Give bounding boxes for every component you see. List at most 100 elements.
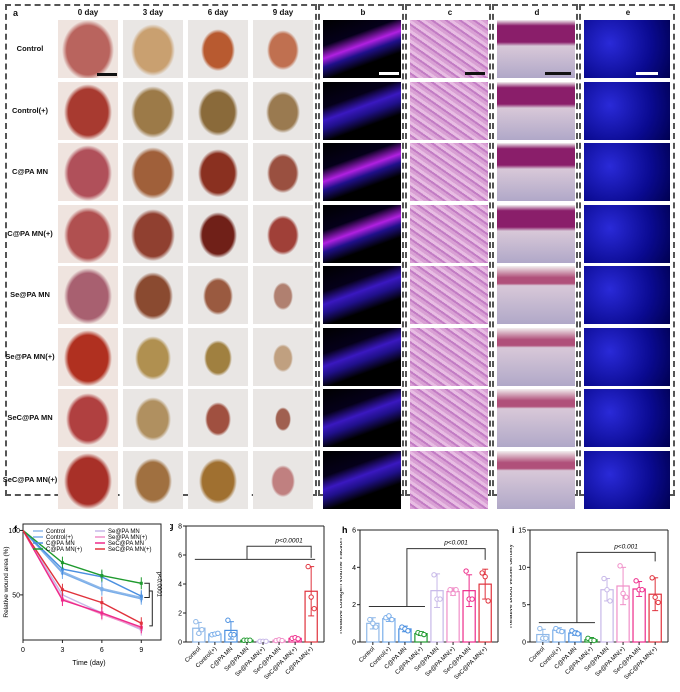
cd31-fluorescence-image xyxy=(584,266,670,324)
bar xyxy=(446,590,460,643)
data-point xyxy=(607,598,613,604)
data-point xyxy=(450,590,456,597)
data-point xyxy=(139,621,143,625)
data-point xyxy=(453,587,459,593)
y-tick-label: 0 xyxy=(178,640,182,647)
he-stain-image xyxy=(410,450,488,509)
y-axis-label: Relative wound area (%) xyxy=(3,546,10,617)
wound-photo xyxy=(58,81,118,140)
legend-entry: Control(+) xyxy=(46,535,73,541)
he-stain-image xyxy=(410,81,488,140)
data-point xyxy=(386,613,392,619)
wound-photo xyxy=(188,266,248,324)
cd31-fluorescence-image xyxy=(584,389,670,447)
x-tick-label: 9 xyxy=(139,647,143,654)
data-point xyxy=(311,605,317,612)
data-point xyxy=(370,620,376,627)
legend-entry: SeC@PA MN xyxy=(108,541,144,547)
he-stain-image xyxy=(410,143,488,201)
x-axis-label: Time (day) xyxy=(72,660,105,667)
col-head-1: 3 day xyxy=(142,8,164,17)
cd31-fluorescence-image xyxy=(584,20,670,78)
x-tick-label: 0 xyxy=(21,647,25,654)
data-point xyxy=(215,630,221,637)
wound-photo xyxy=(253,450,313,509)
wound-photo xyxy=(58,20,118,78)
significance-bracket xyxy=(144,582,150,598)
fluorescence-image xyxy=(323,266,401,324)
panel-e-label: e xyxy=(625,8,631,17)
data-point xyxy=(479,570,485,576)
data-point xyxy=(543,635,549,641)
row-label: C@PA MN(+) xyxy=(7,228,53,238)
p-value-annotation: p<0.001 xyxy=(443,540,468,547)
y-axis-label: Relative collagen volume fraction xyxy=(340,538,344,634)
wound-photo xyxy=(188,81,248,140)
y-tick-label: 0 xyxy=(352,640,356,647)
data-point xyxy=(649,575,655,581)
col-head-3: 9 day xyxy=(272,8,294,17)
data-point xyxy=(633,578,639,584)
row-label: SeC@PA MN(+) xyxy=(2,474,58,484)
y-tick-label: 100 xyxy=(8,528,20,535)
data-point xyxy=(389,616,395,623)
data-point xyxy=(60,561,64,565)
significance-bracket xyxy=(576,551,656,623)
data-point xyxy=(623,594,629,600)
y-tick-label: 50 xyxy=(12,592,20,599)
wound-photo xyxy=(58,327,118,386)
data-point xyxy=(601,575,607,582)
he-stain-image xyxy=(410,20,488,78)
data-point xyxy=(559,628,565,635)
scale-bar xyxy=(97,73,117,76)
wound-photo xyxy=(58,266,118,324)
data-point xyxy=(225,617,231,623)
panel-b-label: b xyxy=(360,8,366,17)
wound-photo xyxy=(123,450,183,509)
data-point xyxy=(604,587,610,593)
wound-photo xyxy=(123,389,183,447)
wound-photo xyxy=(253,327,313,386)
data-point xyxy=(199,626,205,633)
p-value-annotation: p<0.001 xyxy=(613,543,638,550)
panel-label: i xyxy=(512,525,515,535)
data-point xyxy=(405,628,411,634)
data-point xyxy=(100,588,104,592)
data-point xyxy=(431,572,437,578)
masson-stain-image xyxy=(497,389,575,447)
he-stain-image xyxy=(410,204,488,263)
y-tick-label: 4 xyxy=(178,582,182,589)
data-point xyxy=(591,637,597,644)
masson-stain-image xyxy=(497,143,575,201)
scale-bar xyxy=(636,72,658,75)
y-axis-label: Relative blood vessel density xyxy=(510,543,514,628)
scale-bar xyxy=(379,72,399,75)
cd31-fluorescence-image xyxy=(584,81,670,140)
fluorescence-image xyxy=(323,204,401,263)
row-label: Se@PA MN(+) xyxy=(5,351,55,361)
wound-photo xyxy=(253,143,313,201)
significance-bracket xyxy=(246,545,312,560)
y-tick-label: 8 xyxy=(178,524,182,531)
data-point xyxy=(231,632,237,638)
wound-photo xyxy=(188,143,248,201)
data-point xyxy=(620,590,626,597)
col-head-0: 0 day xyxy=(77,8,99,17)
data-point xyxy=(367,616,373,623)
data-point xyxy=(193,619,199,625)
wound-photo xyxy=(253,389,313,447)
col-head-2: 6 day xyxy=(207,8,229,17)
y-tick-label: 10 xyxy=(518,565,526,572)
data-point xyxy=(196,630,202,637)
row-label: Control xyxy=(16,44,44,53)
data-point xyxy=(655,599,661,606)
wound-photo xyxy=(58,450,118,509)
cd31-fluorescence-image xyxy=(584,143,670,201)
fluorescence-image xyxy=(323,81,401,140)
series-line xyxy=(22,529,142,597)
legend-entry: Se@PA MN(+) xyxy=(108,535,147,541)
data-point xyxy=(100,574,104,578)
data-point xyxy=(60,588,64,592)
data-point xyxy=(305,563,311,570)
